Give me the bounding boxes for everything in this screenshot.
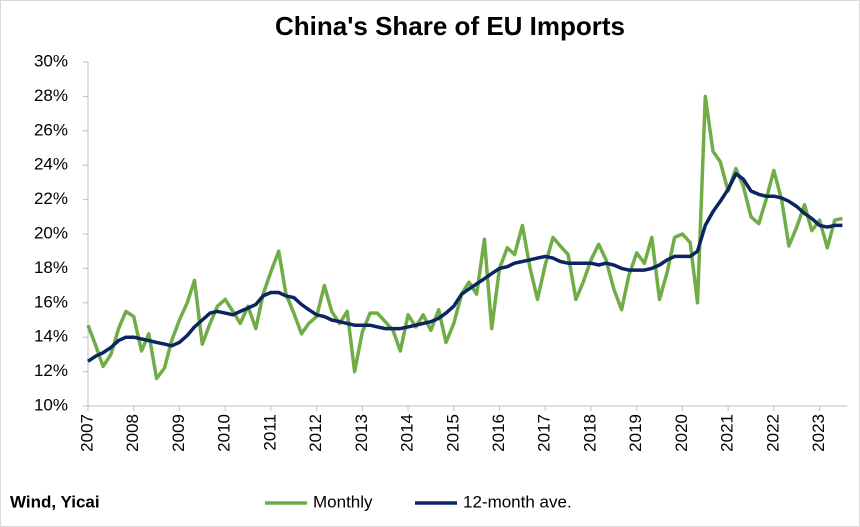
x-tick-label: 2011 (260, 414, 279, 451)
x-tick-label: 2014 (398, 414, 417, 452)
x-tick-label: 2008 (123, 414, 142, 452)
y-tick-label: 30% (34, 51, 68, 70)
x-tick-label: 2016 (489, 414, 508, 452)
y-tick-label: 20% (34, 223, 68, 242)
x-tick-label: 2015 (443, 414, 462, 452)
series-line (86, 94, 843, 381)
y-tick-label: 10% (34, 395, 68, 414)
y-tick-label: 22% (34, 189, 68, 208)
y-tick-label: 18% (34, 258, 68, 277)
chart-title: China's Share of EU Imports (275, 11, 625, 41)
y-tick-label: 12% (34, 361, 68, 380)
x-tick-label: 2021 (718, 414, 737, 452)
x-tick-label: 2022 (763, 414, 782, 452)
legend-label: Monthly (313, 492, 373, 511)
y-tick-label: 14% (34, 327, 68, 346)
x-tick-label: 2012 (306, 414, 325, 452)
series-line (87, 172, 843, 363)
source: Wind, Yicai (10, 492, 100, 511)
x-tick-label: 2017 (535, 414, 554, 452)
x-tick-label: 2020 (672, 414, 691, 452)
x-tick-label: 2009 (169, 414, 188, 452)
x-tick-label: 2007 (77, 414, 96, 452)
x-tick-label: 2023 (809, 414, 828, 452)
y-tick-label: 26% (34, 120, 68, 139)
legend-label: 12-month ave. (463, 492, 572, 511)
y-tick-label: 24% (34, 155, 68, 174)
x-tick-label: 2010 (215, 414, 234, 452)
x-tick-label: 2013 (352, 414, 371, 452)
y-tick-label: 16% (34, 292, 68, 311)
y-tick-label: 28% (34, 86, 68, 105)
x-tick-label: 2018 (580, 414, 599, 452)
x-tick-label: 2019 (626, 414, 645, 452)
